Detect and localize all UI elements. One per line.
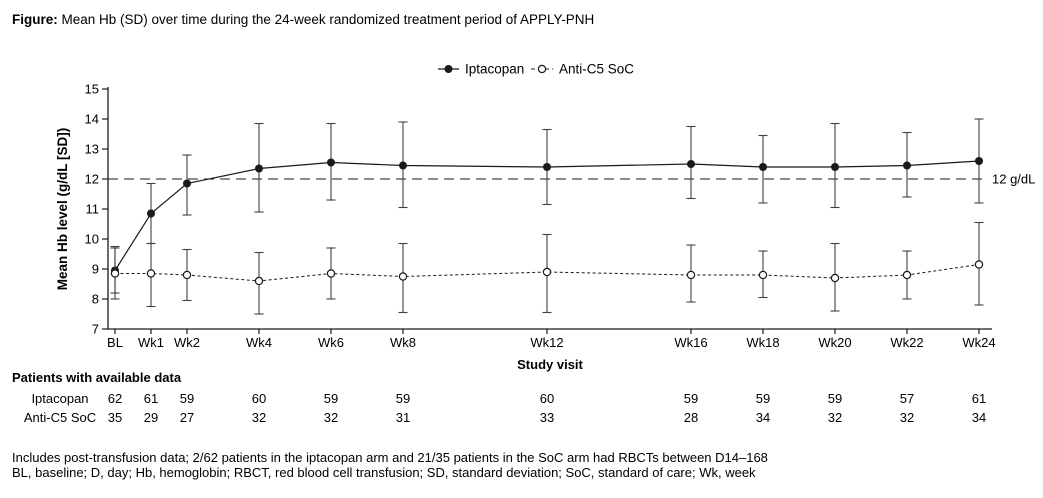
patient-count: 31 <box>395 410 411 425</box>
x-tick-label: BL <box>107 335 123 350</box>
x-tick-label: Wk20 <box>818 335 851 350</box>
patient-count: 33 <box>539 410 555 425</box>
data-point-anti-c5-soc <box>326 269 336 278</box>
x-tick-label: Wk24 <box>962 335 995 350</box>
y-axis-title: Mean Hb level (g/dL [SD]) <box>55 128 70 291</box>
patient-count: 32 <box>251 410 267 425</box>
data-point-anti-c5-soc <box>182 270 192 280</box>
patients-row-anti-c5-soc: Anti-C5 SoC 35 29 27 32 32 31 33 28 34 32 32 34 <box>0 410 1043 426</box>
patient-count: 29 <box>143 410 159 425</box>
data-point-iptacopan <box>255 164 263 173</box>
x-tick-label: Wk2 <box>174 335 200 350</box>
patient-count: 62 <box>107 391 123 406</box>
footnote-abbreviations: BL, baseline; D, day; Hb, hemoglobin; RB… <box>12 465 756 480</box>
patient-count: 59 <box>683 391 699 406</box>
patients-row-iptacopan: Iptacopan 62 61 59 60 59 59 60 59 59 59 57 61 <box>0 391 1043 407</box>
data-point-iptacopan <box>903 161 911 170</box>
patient-count: 27 <box>179 410 195 425</box>
patient-count: 32 <box>827 410 843 425</box>
patient-count: 59 <box>395 391 411 406</box>
data-point-anti-c5-soc <box>146 269 156 278</box>
patient-count: 61 <box>971 391 987 406</box>
x-tick-label: Wk6 <box>318 335 344 350</box>
x-axis-title: Study visit <box>517 357 583 372</box>
legend-marker-iptacopan <box>444 65 453 73</box>
patient-count: 60 <box>539 391 555 406</box>
x-tick-label: Wk22 <box>890 335 923 350</box>
series-line-iptacopan <box>114 160 980 271</box>
figure-title: Figure: Mean Hb (SD) over time during th… <box>12 12 594 27</box>
legend-label-anti-c5-soc: Anti-C5 SoC <box>559 62 634 77</box>
data-point-anti-c5-soc <box>542 267 552 277</box>
patient-count: 28 <box>683 410 699 425</box>
y-tick-label: 15 <box>85 82 99 97</box>
y-tick-label: 11 <box>86 202 100 217</box>
data-point-anti-c5-soc <box>974 260 984 269</box>
data-point-anti-c5-soc <box>398 272 408 281</box>
x-tick-label: Wk4 <box>246 335 272 350</box>
row-label-anti-c5-soc: Anti-C5 SoC <box>23 410 97 425</box>
y-tick-label: 8 <box>92 292 99 307</box>
reference-line-label: 12 g/dL <box>992 172 1035 187</box>
series-line-anti-c5-soc <box>115 264 980 282</box>
data-point-anti-c5-soc <box>254 276 264 286</box>
x-tick-label: Wk12 <box>530 335 563 350</box>
patient-count: 60 <box>251 391 267 406</box>
figure-title-prefix: Figure: <box>12 12 58 27</box>
data-point-iptacopan <box>399 161 407 170</box>
data-point-iptacopan <box>831 163 839 171</box>
patient-count: 34 <box>971 410 987 425</box>
patient-count: 59 <box>827 391 843 406</box>
patient-count: 34 <box>755 410 771 425</box>
data-point-iptacopan <box>147 209 155 218</box>
patient-count: 59 <box>755 391 771 406</box>
patient-count: 57 <box>899 391 915 406</box>
patient-count: 35 <box>107 410 123 425</box>
patient-count: 61 <box>143 391 159 406</box>
data-point-anti-c5-soc <box>902 270 912 280</box>
data-point-anti-c5-soc <box>686 270 696 280</box>
legend-marker-anti-c5-soc <box>537 64 547 74</box>
legend-label-iptacopan: Iptacopan <box>465 62 524 77</box>
data-point-iptacopan <box>975 157 983 165</box>
figure-title-text: Mean Hb (SD) over time during the 24-wee… <box>57 12 595 27</box>
footnote-transfusion: Includes post-transfusion data; 2/62 pat… <box>12 450 768 465</box>
patients-table-header: Patients with available data <box>12 370 182 385</box>
x-tick-label: Wk16 <box>674 335 707 350</box>
y-tick-label: 13 <box>85 142 99 157</box>
patient-count: 59 <box>323 391 339 406</box>
data-point-anti-c5-soc <box>830 273 840 283</box>
x-tick-label: Wk18 <box>746 335 779 350</box>
data-point-iptacopan <box>687 160 695 168</box>
data-point-iptacopan <box>759 163 767 171</box>
y-tick-label: 12 <box>85 172 99 187</box>
patient-count: 32 <box>899 410 915 425</box>
x-tick-label: Wk1 <box>138 335 164 350</box>
hb-over-time-chart: 7 8 9 10 11 12 13 14 15 BL Wk1 Wk2 Wk4 Wk6 Wk8 Wk12 Wk16… <box>55 62 1035 351</box>
patient-count: 59 <box>179 391 195 406</box>
data-point-anti-c5-soc <box>758 270 768 280</box>
data-point-iptacopan <box>327 158 335 167</box>
y-tick-label: 14 <box>85 112 99 127</box>
patient-count: 32 <box>323 410 339 425</box>
y-tick-label: 9 <box>92 262 99 277</box>
y-tick-label: 10 <box>85 232 99 247</box>
row-label-iptacopan: Iptacopan <box>31 391 89 406</box>
data-point-iptacopan <box>543 163 551 171</box>
y-tick-label: 7 <box>92 322 99 337</box>
x-tick-label: Wk8 <box>390 335 416 350</box>
data-point-iptacopan <box>183 179 191 188</box>
data-point-anti-c5-soc <box>110 269 120 278</box>
